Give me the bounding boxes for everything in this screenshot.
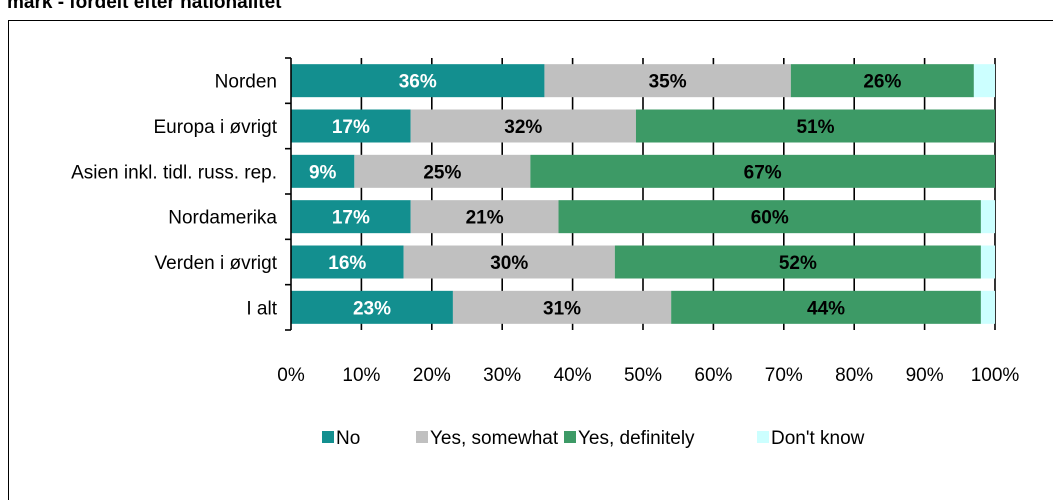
bar-yes-definitely-i-alt bbox=[671, 290, 981, 324]
category-label: Europa i øvrigt bbox=[153, 117, 277, 138]
bar-yes-somewhat-europa-i-vrigt bbox=[410, 109, 636, 143]
legend-label-yes-somewhat: Yes, somewhat bbox=[430, 428, 559, 449]
bar-yes-definitely-verden-i-vrigt bbox=[614, 245, 981, 279]
bars: 36% 35% 26% 17% 32% 51% 9% 25% 67% 17% 21% 60% 16% 30… bbox=[291, 64, 995, 324]
data-label: 60% bbox=[751, 208, 789, 229]
chart-frame bbox=[8, 20, 1053, 500]
data-label: 21% bbox=[466, 208, 504, 229]
stacked-bar-chart: 36% 35% 26% 17% 32% 51% 9% 25% 67% 17% 21% 60% 16% 30… bbox=[71, 57, 1019, 449]
x-tick-label: 70% bbox=[765, 365, 803, 386]
bar-no-nordamerika bbox=[291, 200, 411, 234]
category-label: Norden bbox=[215, 72, 277, 93]
data-label: 17% bbox=[332, 208, 370, 229]
data-label: 26% bbox=[863, 72, 901, 93]
chart-title: mark - fordelt efter nationalitet bbox=[7, 0, 282, 13]
gridlines bbox=[360, 58, 996, 330]
legend-swatch-yes-somewhat bbox=[416, 431, 428, 443]
legend-label-no: No bbox=[336, 428, 360, 449]
x-tick-label: 90% bbox=[906, 365, 944, 386]
bar-yes-somewhat-norden bbox=[544, 64, 791, 98]
data-label: 35% bbox=[649, 72, 687, 93]
bar-yes-definitely-europa-i-vrigt bbox=[635, 109, 995, 143]
bar-yes-somewhat-nordamerika bbox=[410, 200, 559, 234]
bar-yes-somewhat-asien-inkl-tidl-russ-rep bbox=[354, 154, 531, 188]
x-tick-label: 80% bbox=[835, 365, 873, 386]
x-tick-label: 50% bbox=[624, 365, 662, 386]
data-label: 25% bbox=[423, 162, 461, 183]
category-label: Asien inkl. tidl. russ. rep. bbox=[71, 162, 277, 183]
bar-no-asien-inkl-tidl-russ-rep bbox=[291, 154, 355, 188]
x-tick-label: 60% bbox=[694, 365, 732, 386]
x-tick-label: 0% bbox=[277, 365, 305, 386]
data-label: 16% bbox=[328, 253, 366, 274]
bar-yes-definitely-nordamerika bbox=[558, 200, 981, 234]
data-label: 44% bbox=[807, 298, 845, 319]
data-label: 52% bbox=[779, 253, 817, 274]
bar-don-t-know-verden-i-vrigt bbox=[980, 245, 995, 279]
bar-yes-somewhat-i-alt bbox=[452, 290, 672, 324]
legend-swatch-don-t-know bbox=[757, 431, 769, 443]
data-label: 17% bbox=[332, 117, 370, 138]
data-label: 67% bbox=[744, 162, 782, 183]
data-label: 9% bbox=[309, 162, 337, 183]
category-label: Verden i øvrigt bbox=[155, 253, 278, 274]
data-label: 31% bbox=[543, 298, 581, 319]
legend-label-don-t-know: Don't know bbox=[771, 428, 865, 449]
category-label: Nordamerika bbox=[168, 208, 277, 229]
bar-don-t-know-norden bbox=[973, 64, 995, 98]
legend-label-yes-definitely: Yes, definitely bbox=[578, 428, 695, 449]
bar-yes-definitely-norden bbox=[790, 64, 974, 98]
legend-swatch-yes-definitely bbox=[564, 431, 576, 443]
bar-yes-definitely-asien-inkl-tidl-russ-rep bbox=[530, 154, 995, 188]
data-label: 23% bbox=[353, 298, 391, 319]
x-tick-label: 20% bbox=[413, 365, 451, 386]
bar-no-norden bbox=[291, 64, 545, 98]
bar-don-t-know-nordamerika bbox=[980, 200, 995, 234]
legend-swatch-no bbox=[322, 431, 334, 443]
x-tick-label: 30% bbox=[483, 365, 521, 386]
x-tick-label: 100% bbox=[971, 365, 1020, 386]
legend: No Yes, somewhat Yes, definitely Don't know bbox=[322, 428, 865, 449]
data-label: 30% bbox=[490, 253, 528, 274]
bar-no-europa-i-vrigt bbox=[291, 109, 411, 143]
data-label: 36% bbox=[399, 72, 437, 93]
bar-yes-somewhat-verden-i-vrigt bbox=[403, 245, 615, 279]
bar-don-t-know-i-alt bbox=[980, 290, 995, 324]
y-axis: Norden Europa i øvrigt Asien inkl. tidl. r… bbox=[71, 57, 292, 331]
x-tick-label: 10% bbox=[342, 365, 380, 386]
data-label: 51% bbox=[796, 117, 834, 138]
data-label: 32% bbox=[504, 117, 542, 138]
bar-no-i-alt bbox=[291, 290, 453, 324]
x-axis: 0% 10% 20% 30% 40% 50% 60% 70% 80% 90% 100% bbox=[277, 365, 1019, 386]
category-label: I alt bbox=[246, 298, 277, 319]
bar-no-verden-i-vrigt bbox=[291, 245, 404, 279]
x-tick-label: 40% bbox=[554, 365, 592, 386]
